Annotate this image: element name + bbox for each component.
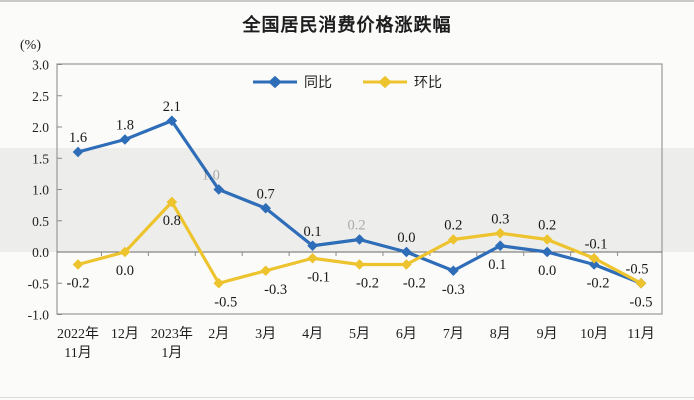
data-label: 2.1 xyxy=(163,99,181,115)
data-point-marker xyxy=(260,202,271,214)
data-label: -0.5 xyxy=(630,294,653,310)
data-label: 0.7 xyxy=(257,186,275,202)
data-label: 0.2 xyxy=(538,218,556,234)
data-label: 1.6 xyxy=(69,130,87,146)
y-axis-tick-label: 0.5 xyxy=(32,214,49,229)
data-point-marker xyxy=(588,259,600,270)
data-label: 0.0 xyxy=(397,230,415,246)
x-axis-label: 2023年 1月 xyxy=(151,326,193,361)
data-label: -0.2 xyxy=(587,276,610,292)
data-label: -0.3 xyxy=(264,282,287,298)
data-point-marker xyxy=(119,134,131,145)
data-point-marker xyxy=(401,246,412,258)
series-line-同比 xyxy=(76,119,643,285)
data-label: 0.0 xyxy=(116,263,134,279)
data-label: -0.2 xyxy=(356,276,379,292)
legend-label-huanbi: 环比 xyxy=(414,74,442,90)
data-label: 1.0 xyxy=(202,168,220,184)
y-axis-tick-label: -1.0 xyxy=(28,308,50,323)
y-axis-tick-label: -0.5 xyxy=(28,276,50,291)
data-point-marker xyxy=(494,240,506,252)
data-point-marker xyxy=(635,277,647,289)
data-point-marker xyxy=(307,252,318,264)
data-label: -0.1 xyxy=(585,236,608,252)
data-label: -0.2 xyxy=(67,276,90,292)
data-point-marker xyxy=(307,240,318,252)
data-point-marker xyxy=(448,265,459,277)
data-label: -0.2 xyxy=(403,276,426,292)
x-axis-label: 7月 xyxy=(443,326,464,342)
line-diamond-swatch-icon xyxy=(253,76,297,88)
data-point-marker xyxy=(354,234,365,245)
x-axis-label: 12月 xyxy=(111,326,139,342)
data-point-marker xyxy=(448,234,459,245)
data-label: 0.2 xyxy=(347,218,365,234)
data-point-marker xyxy=(213,277,225,289)
data-point-marker xyxy=(541,246,553,258)
data-label: 0.1 xyxy=(488,257,506,273)
y-axis-tick-label: 2.5 xyxy=(32,89,49,104)
x-axis-label: 8月 xyxy=(490,326,511,342)
x-axis-label: 9月 xyxy=(537,326,558,342)
legend: 同比 环比 xyxy=(0,72,694,92)
data-label: 1.8 xyxy=(116,118,134,134)
y-axis-tick-label: 1.5 xyxy=(32,151,49,166)
data-point-marker xyxy=(213,184,225,195)
y-axis-tick-label: 1.0 xyxy=(32,183,49,198)
top-border-line xyxy=(0,0,694,2)
data-label: -0.5 xyxy=(626,261,649,277)
x-axis-label: 11月 xyxy=(627,326,654,342)
y-axis-tick-label: 2.0 xyxy=(32,120,49,135)
y-axis-unit-label: (%) xyxy=(20,38,41,53)
data-point-marker xyxy=(166,115,178,127)
data-point-marker xyxy=(260,265,271,277)
data-point-marker xyxy=(166,196,178,208)
data-label: 0.2 xyxy=(444,218,462,234)
data-label: 0.1 xyxy=(304,224,322,240)
legend-item-huanbi: 环比 xyxy=(362,72,442,92)
x-axis-label: 5月 xyxy=(349,326,370,342)
data-label: -0.3 xyxy=(442,282,465,298)
data-point-marker xyxy=(354,259,365,270)
data-point-marker xyxy=(72,259,84,270)
legend-label-tongbi: 同比 xyxy=(304,74,332,90)
data-label: 0.8 xyxy=(163,213,181,229)
line-diamond-swatch-icon xyxy=(363,76,407,88)
data-point-marker xyxy=(541,234,553,245)
data-label: 0.3 xyxy=(491,211,509,227)
data-label: 0.0 xyxy=(538,263,556,279)
y-axis-tick-label: 0.0 xyxy=(32,245,49,260)
data-point-marker xyxy=(588,252,600,264)
x-axis-label: 6月 xyxy=(396,326,417,342)
x-axis-label: 4月 xyxy=(302,326,323,342)
chart-title: 全国居民消费价格涨跌幅 xyxy=(242,15,452,35)
x-axis-label: 3月 xyxy=(255,326,276,342)
x-axis-label: 2月 xyxy=(208,326,229,342)
data-point-marker xyxy=(72,146,84,158)
bottom-border-line xyxy=(0,397,694,398)
x-axis-label: 2022年 11月 xyxy=(57,326,99,361)
data-point-marker xyxy=(494,227,506,239)
data-point-marker xyxy=(401,259,412,270)
data-label: -0.1 xyxy=(307,269,330,285)
y-axis-tick-label: 3.0 xyxy=(32,58,49,73)
legend-item-tongbi: 同比 xyxy=(252,72,332,92)
data-point-marker xyxy=(119,246,131,258)
data-label: -0.5 xyxy=(214,294,237,310)
x-axis-label: 10月 xyxy=(580,326,608,342)
